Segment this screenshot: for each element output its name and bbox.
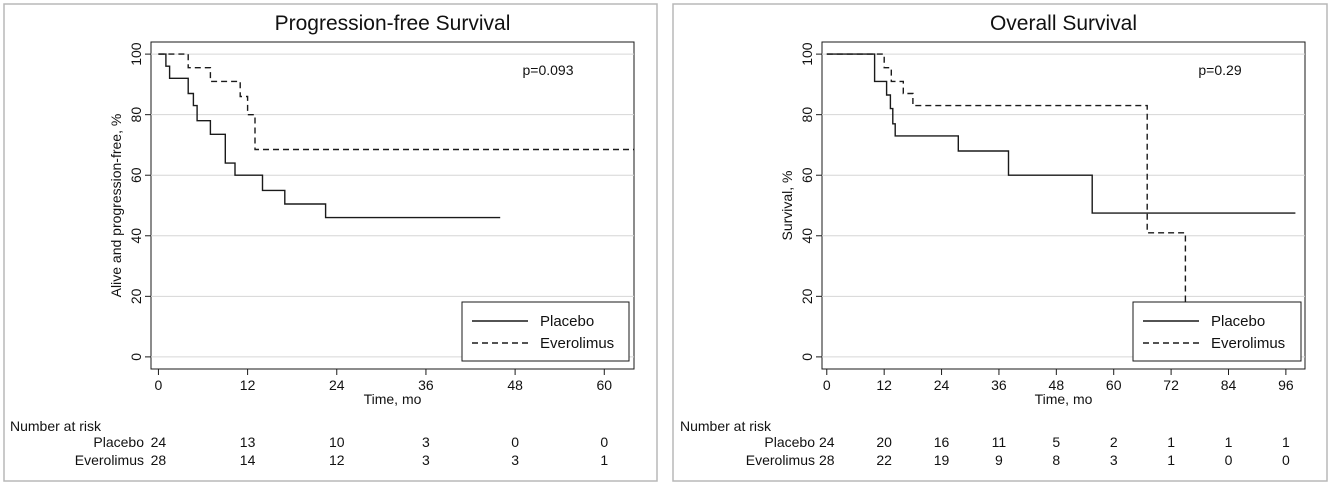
y-tick-label: 80 — [799, 107, 815, 123]
risk-table-header: Number at risk — [10, 418, 102, 434]
risk-count: 1 — [600, 452, 608, 468]
x-tick-label: 36 — [418, 377, 434, 393]
series-line-placebo — [158, 53, 501, 219]
y-tick-label: 0 — [799, 353, 815, 361]
risk-count: 3 — [1110, 452, 1118, 468]
x-tick-label: 24 — [934, 377, 950, 393]
x-tick-label: 12 — [240, 377, 256, 393]
risk-count: 0 — [511, 434, 519, 450]
series-line-placebo — [826, 53, 1296, 214]
risk-count: 1 — [1225, 434, 1233, 450]
risk-count: 5 — [1052, 434, 1060, 450]
legend-label-everolimus: Everolimus — [1211, 335, 1285, 352]
risk-count: 13 — [240, 434, 256, 450]
risk-count: 3 — [511, 452, 519, 468]
chart-title: Overall Survival — [990, 12, 1137, 35]
risk-count: 28 — [819, 452, 835, 468]
risk-row-label: Everolimus — [75, 452, 144, 468]
x-tick-label: 96 — [1278, 377, 1294, 393]
y-axis-title: Alive and progression-free, % — [108, 114, 124, 298]
x-tick-label: 12 — [876, 377, 892, 393]
risk-count: 8 — [1052, 452, 1060, 468]
risk-count: 0 — [1282, 452, 1290, 468]
risk-count: 16 — [934, 434, 950, 450]
x-tick-label: 72 — [1163, 377, 1179, 393]
p-value-annotation: p=0.29 — [1198, 62, 1241, 78]
p-value-annotation: p=0.093 — [523, 62, 574, 78]
legend: Placebo Everolimus — [1132, 301, 1302, 362]
x-tick-label: 48 — [1049, 377, 1065, 393]
risk-count: 14 — [240, 452, 256, 468]
risk-count: 28 — [151, 452, 167, 468]
risk-count: 20 — [876, 434, 892, 450]
risk-count: 3 — [422, 434, 430, 450]
risk-table-header: Number at risk — [680, 418, 772, 434]
x-tick-label: 48 — [507, 377, 523, 393]
risk-row-label: Placebo — [764, 434, 815, 450]
risk-count: 1 — [1167, 452, 1175, 468]
risk-count: 24 — [151, 434, 167, 450]
y-tick-label: 100 — [799, 42, 815, 66]
risk-count: 2 — [1110, 434, 1118, 450]
y-tick-label: 60 — [799, 167, 815, 183]
x-tick-label: 60 — [596, 377, 612, 393]
risk-count: 24 — [819, 434, 835, 450]
risk-count: 1 — [1282, 434, 1290, 450]
legend-box — [1132, 301, 1302, 362]
risk-count: 1 — [1167, 434, 1175, 450]
legend: Placebo Everolimus — [461, 301, 630, 362]
y-tick-label: 40 — [128, 228, 144, 244]
risk-count: 0 — [1225, 452, 1233, 468]
risk-count: 3 — [422, 452, 430, 468]
x-axis-title: Time, mo — [1035, 391, 1093, 407]
x-axis-title: Time, mo — [364, 391, 422, 407]
risk-count: 11 — [992, 434, 1007, 450]
y-tick-label: 100 — [128, 42, 144, 66]
x-tick-label: 0 — [823, 377, 831, 393]
y-tick-label: 20 — [799, 288, 815, 304]
x-tick-label: 84 — [1221, 377, 1237, 393]
legend-label-placebo: Placebo — [540, 313, 594, 330]
y-tick-label: 80 — [128, 107, 144, 123]
risk-row-label: Placebo — [93, 434, 144, 450]
chart-title: Progression-free Survival — [275, 12, 511, 35]
x-tick-label: 60 — [1106, 377, 1122, 393]
risk-count: 10 — [329, 434, 345, 450]
risk-count: 0 — [600, 434, 608, 450]
y-tick-label: 20 — [128, 288, 144, 304]
y-tick-label: 40 — [799, 228, 815, 244]
y-tick-label: 60 — [128, 167, 144, 183]
risk-row-label: Everolimus — [746, 452, 815, 468]
y-axis-title: Survival, % — [779, 170, 795, 240]
risk-count: 19 — [934, 452, 950, 468]
series-line-everolimus — [826, 53, 1187, 303]
risk-count: 12 — [329, 452, 345, 468]
legend-label-placebo: Placebo — [1211, 313, 1265, 330]
x-tick-label: 24 — [329, 377, 345, 393]
legend-label-everolimus: Everolimus — [540, 335, 614, 352]
risk-count: 22 — [876, 452, 892, 468]
legend-box — [461, 301, 630, 362]
x-tick-label: 36 — [991, 377, 1007, 393]
series-line-everolimus — [158, 53, 634, 151]
y-tick-label: 0 — [128, 353, 144, 361]
risk-count: 9 — [995, 452, 1003, 468]
x-tick-label: 0 — [155, 377, 163, 393]
